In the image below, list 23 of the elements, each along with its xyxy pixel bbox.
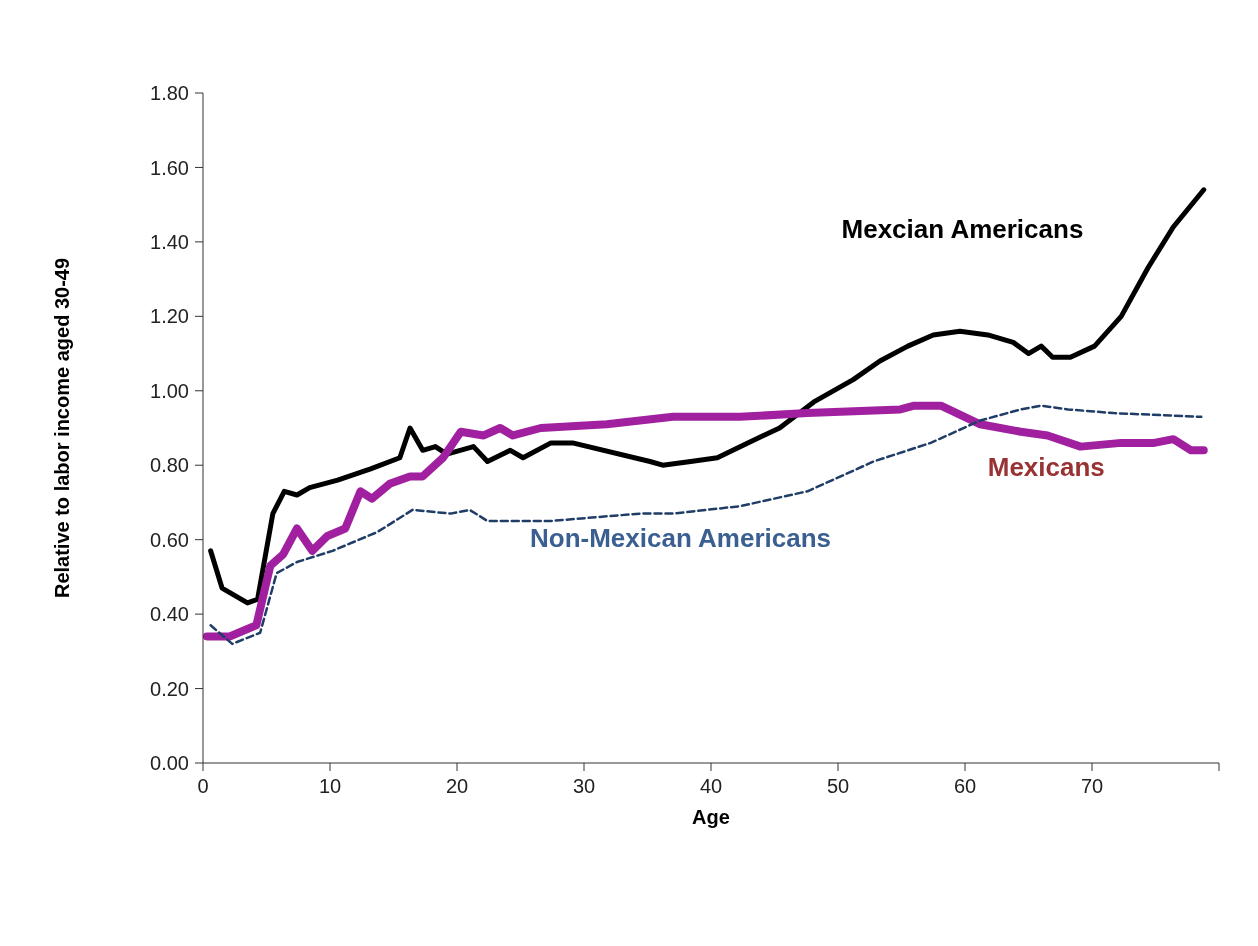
y-tick-label: 0.80 <box>150 454 189 477</box>
x-tick-label: 40 <box>699 775 723 798</box>
x-tick-label: 0 <box>197 775 209 798</box>
y-tick-label: 1.00 <box>150 379 189 402</box>
series-label: Non-Mexican Americans <box>530 522 832 553</box>
series-label: Mexicans <box>987 451 1105 482</box>
x-tick-label: 30 <box>572 775 596 798</box>
y-tick-label: 0.40 <box>150 603 189 626</box>
x-axis-title: Age <box>692 806 730 828</box>
x-tick-label: 10 <box>318 775 342 798</box>
y-tick-label: 1.40 <box>150 230 189 253</box>
y-tick-label: 0.60 <box>150 528 189 551</box>
x-tick-label: 20 <box>445 775 469 798</box>
x-tick-label: 50 <box>826 775 850 798</box>
y-axis-title: Relative to labor income aged 30-49 <box>51 257 74 599</box>
y-tick-label: 0.20 <box>150 677 189 700</box>
text: Mexcian Americans <box>841 213 1084 244</box>
y-tick-label: 0.00 <box>150 752 189 775</box>
x-tick-label: 70 <box>1080 775 1104 798</box>
y-tick-label: 1.60 <box>150 156 189 179</box>
x-tick-label: 60 <box>953 775 977 798</box>
y-tick-label: 1.20 <box>150 305 189 328</box>
y-tick-label: 1.80 <box>150 82 189 105</box>
